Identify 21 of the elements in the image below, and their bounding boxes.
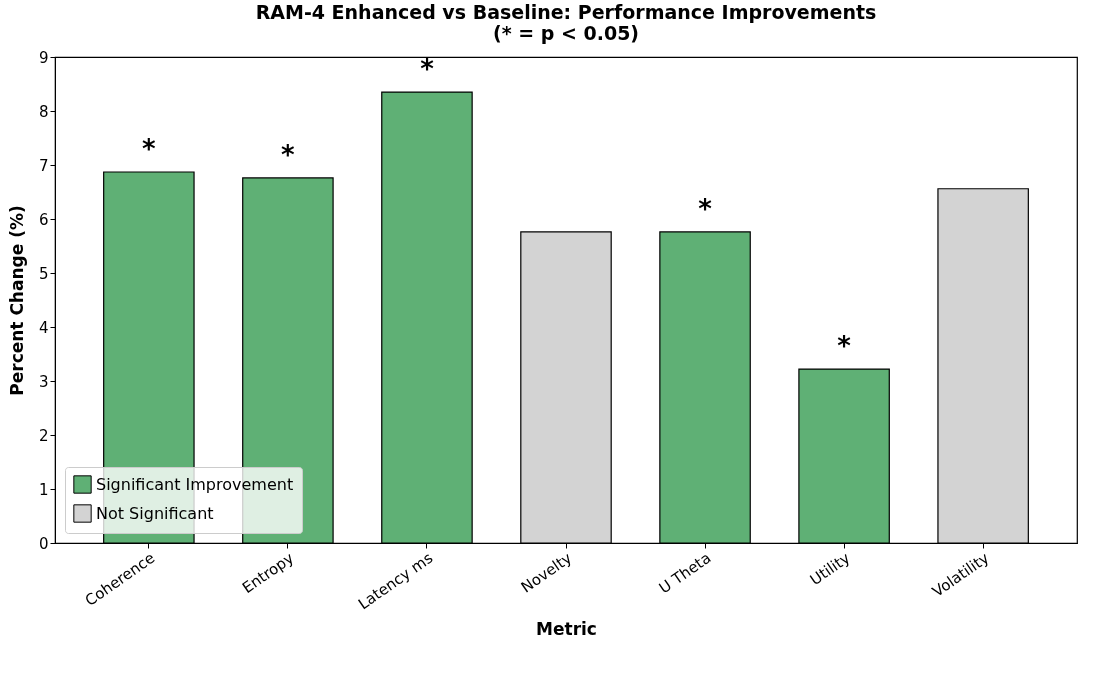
y-tick-label: 9: [38, 48, 49, 67]
y-tick-label: 2: [38, 426, 49, 445]
y-tick-label: 3: [38, 372, 49, 391]
y-axis-title: Percent Change (%): [6, 205, 27, 396]
annotation: *: [142, 134, 157, 165]
legend-label: Not Significant: [96, 503, 214, 523]
y-tick-label: 1: [38, 480, 49, 499]
y-tick-label: 6: [38, 210, 49, 229]
y-tick-label: 7: [38, 156, 49, 175]
y-tick-label: 4: [38, 318, 49, 337]
chart-subtitle: (* = p < 0.05): [492, 22, 640, 44]
x-axis-title: Metric: [536, 619, 597, 640]
annotation: *: [420, 54, 435, 85]
legend-label: Significant Improvement: [96, 474, 294, 494]
y-tick-label: 0: [38, 534, 49, 553]
y-tick-label: 8: [38, 102, 49, 121]
annotation: *: [281, 139, 296, 170]
chart-title: RAM-4 Enhanced vs Baseline: Performance Improvements: [255, 1, 877, 23]
annotation: *: [837, 331, 852, 362]
annotation: *: [698, 193, 713, 224]
y-tick-label: 5: [38, 264, 49, 283]
